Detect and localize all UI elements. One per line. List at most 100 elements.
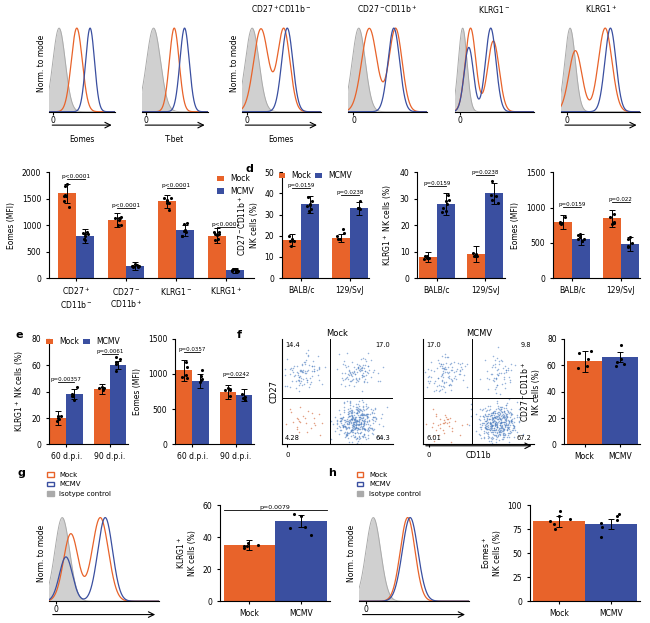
Point <box>354 396 364 406</box>
Point <box>428 419 439 429</box>
Point <box>489 410 499 420</box>
Point <box>346 425 357 435</box>
Bar <box>66 394 83 444</box>
Point <box>440 352 450 362</box>
Point <box>296 365 306 375</box>
Point <box>79 231 90 240</box>
Point <box>346 410 357 420</box>
Point <box>483 432 493 442</box>
Point <box>479 418 489 428</box>
Point <box>302 201 313 211</box>
Bar <box>94 389 110 444</box>
Point <box>97 382 107 392</box>
Point <box>289 510 299 520</box>
Point <box>495 416 506 426</box>
Point <box>493 356 504 366</box>
Point <box>502 363 513 373</box>
Point <box>162 195 172 205</box>
Point <box>361 399 371 409</box>
Point <box>493 425 503 435</box>
Point <box>358 397 369 407</box>
Point <box>343 369 353 379</box>
Point <box>612 515 622 525</box>
Point <box>495 414 506 424</box>
Point <box>239 394 250 404</box>
Point <box>577 235 587 245</box>
Point <box>351 417 361 427</box>
Point <box>302 365 313 375</box>
Point <box>497 426 508 436</box>
Point <box>499 412 510 422</box>
Point <box>431 385 441 395</box>
Point <box>491 425 501 435</box>
Point <box>360 366 370 376</box>
Point <box>356 424 367 434</box>
Point <box>483 409 493 419</box>
Point <box>111 366 122 376</box>
Point <box>455 359 465 369</box>
Point <box>506 409 516 419</box>
Point <box>339 419 350 429</box>
Text: p<0.0001: p<0.0001 <box>162 183 190 188</box>
Point <box>444 421 454 430</box>
Point <box>480 422 490 432</box>
Point <box>508 422 519 432</box>
Point <box>308 356 318 366</box>
Point <box>462 359 473 369</box>
Bar <box>192 381 209 444</box>
Point <box>514 404 525 414</box>
Point <box>352 375 362 385</box>
Point <box>441 412 451 422</box>
Point <box>294 427 304 437</box>
Point <box>502 406 513 416</box>
Point <box>339 421 350 430</box>
Point <box>348 430 358 440</box>
Point <box>363 433 374 443</box>
Point <box>445 385 456 395</box>
Bar <box>176 231 194 278</box>
Point <box>509 417 519 427</box>
Point <box>341 416 352 426</box>
Point <box>505 404 515 414</box>
Point <box>450 417 460 427</box>
Point <box>358 412 368 422</box>
Point <box>453 358 463 368</box>
Point <box>345 411 356 421</box>
Point <box>347 367 358 377</box>
Point <box>499 409 510 419</box>
Point <box>361 409 372 419</box>
Point <box>489 419 500 429</box>
Point <box>296 366 306 376</box>
Point <box>367 427 377 437</box>
Point <box>226 391 236 401</box>
Point <box>497 422 508 432</box>
Point <box>345 427 356 437</box>
Text: 67.2: 67.2 <box>516 435 531 441</box>
Point <box>378 421 388 431</box>
Point <box>474 419 485 429</box>
Point <box>356 365 366 375</box>
Point <box>352 406 362 416</box>
Point <box>348 420 359 430</box>
Point <box>477 418 488 428</box>
Point <box>490 409 501 419</box>
Point <box>285 364 296 374</box>
Point <box>361 403 372 413</box>
Point <box>488 433 498 443</box>
Point <box>436 369 447 379</box>
Point <box>356 417 367 427</box>
Point <box>347 374 358 384</box>
Point <box>330 426 340 436</box>
Point <box>501 368 512 378</box>
Point <box>296 361 307 371</box>
Point <box>369 403 380 413</box>
Point <box>445 413 456 423</box>
Point <box>497 421 507 431</box>
Point <box>493 417 504 427</box>
Point <box>339 406 349 416</box>
Point <box>499 417 509 427</box>
Bar <box>110 365 126 444</box>
Point <box>363 409 373 419</box>
Text: p=0.00357: p=0.00357 <box>51 376 82 381</box>
Point <box>356 366 367 376</box>
